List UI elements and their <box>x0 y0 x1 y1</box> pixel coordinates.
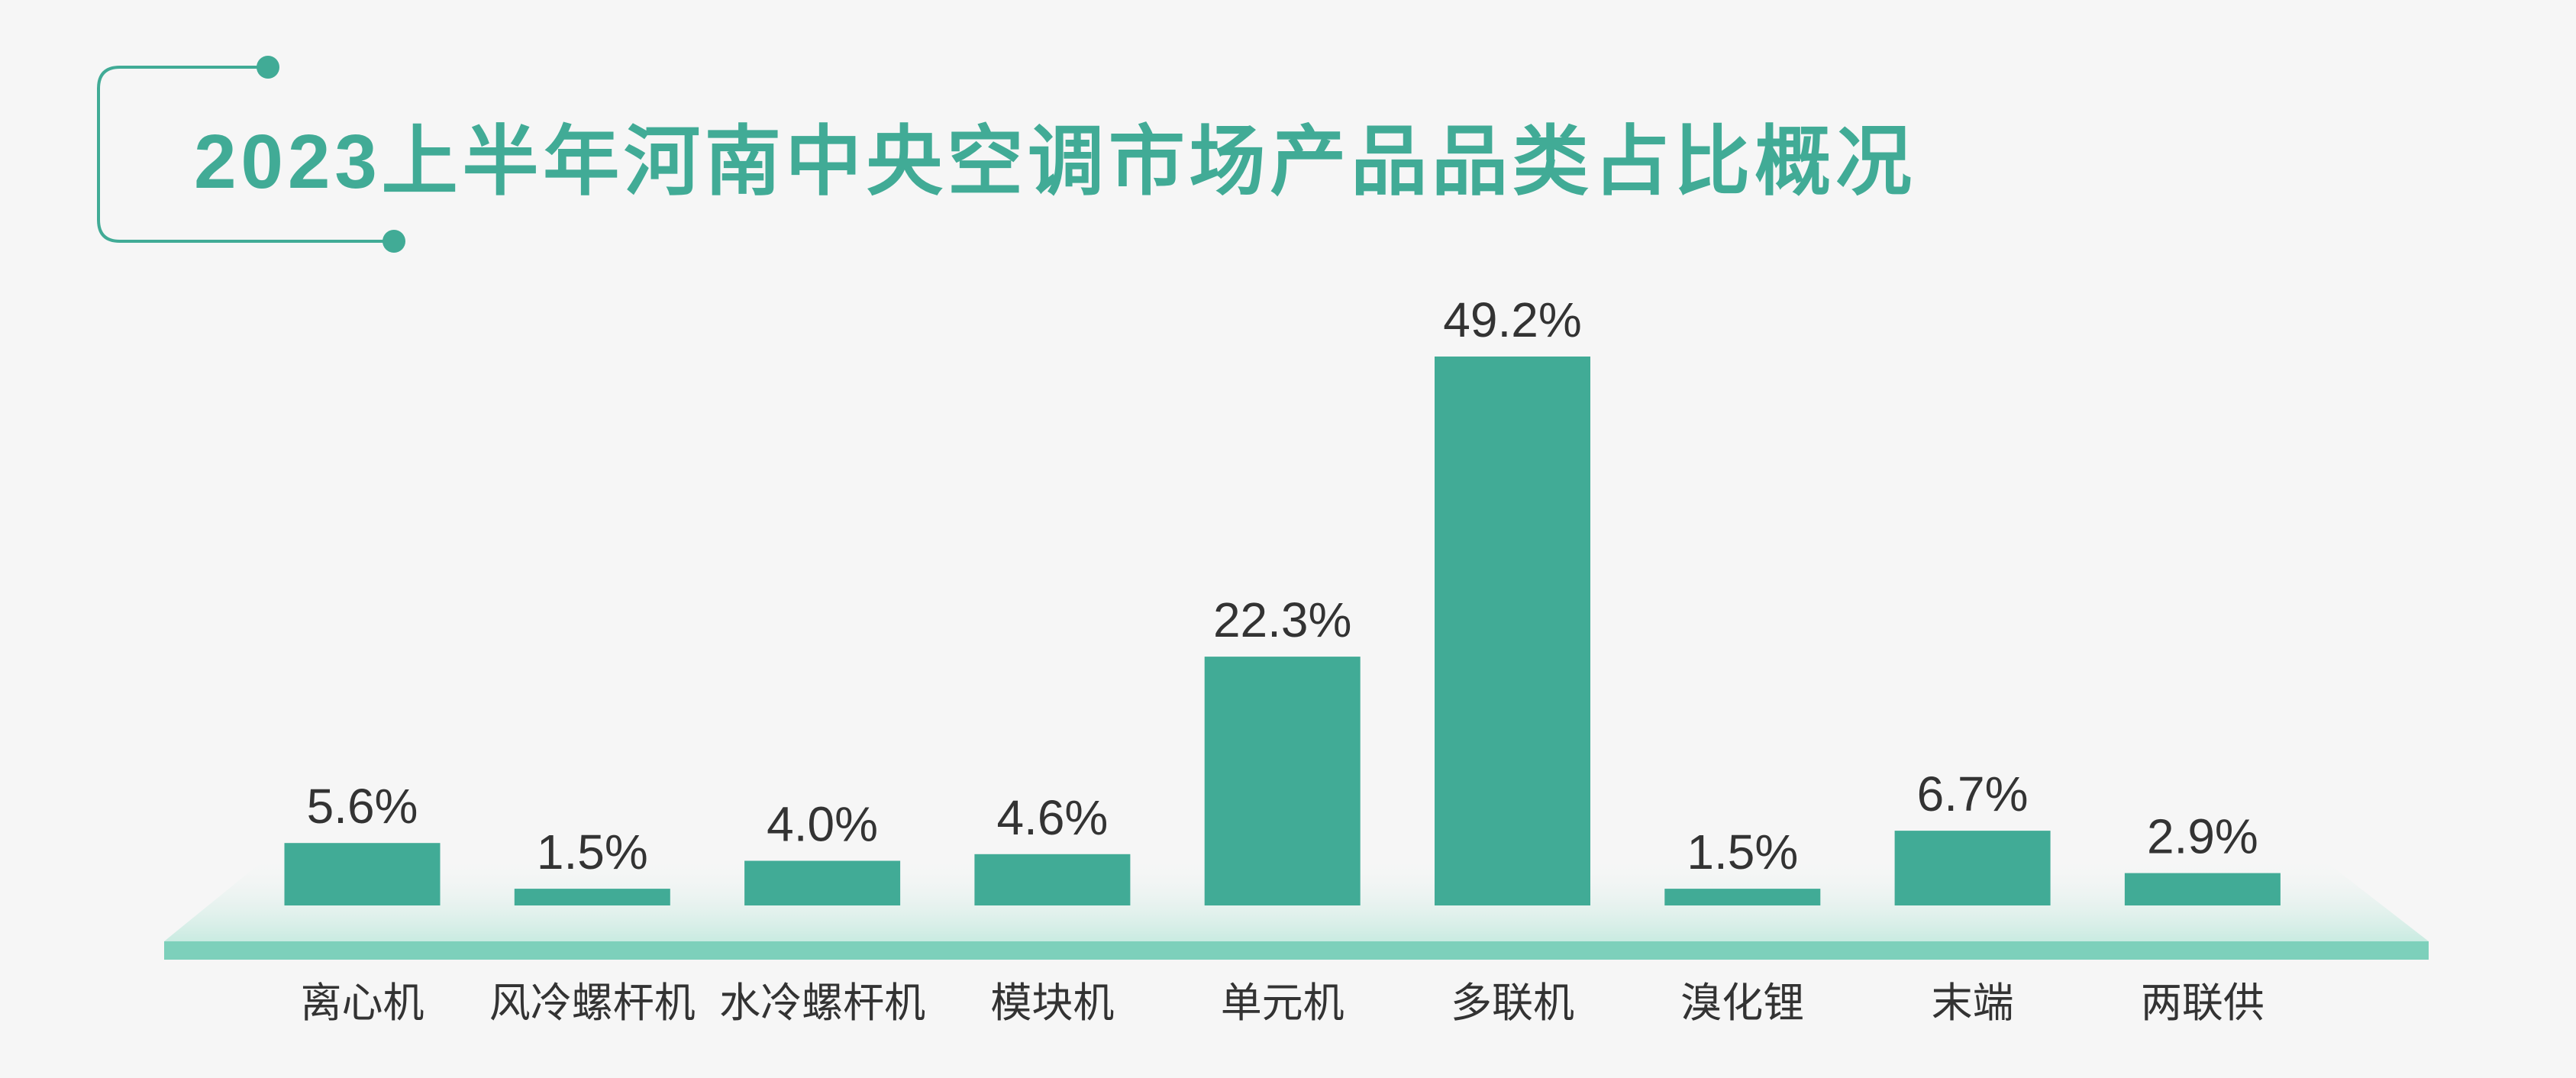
category-tick-label: 离心机 <box>301 980 424 1026</box>
bar <box>1204 657 1361 905</box>
bar-value-label: 5.6% <box>307 779 418 834</box>
category-tick-label: 两联供 <box>2141 980 2264 1026</box>
bar-value-label: 4.0% <box>767 797 878 852</box>
bar-value-label: 22.3% <box>1213 592 1351 647</box>
category-tick-label: 风冷螺杆机 <box>489 980 696 1026</box>
bar-value-label: 6.7% <box>1917 767 2029 821</box>
bar-value-label: 49.2% <box>1443 292 1581 347</box>
category-tick-label: 单元机 <box>1221 980 1344 1026</box>
bar <box>2124 873 2281 905</box>
bar <box>744 860 901 905</box>
title-bracket-decoration <box>97 56 405 253</box>
title-bracket-dot-bottom <box>383 230 405 253</box>
bar <box>1894 831 2051 905</box>
title-bracket-dot-top <box>257 56 279 79</box>
bar-value-label: 2.9% <box>2147 809 2258 864</box>
bar-value-label: 1.5% <box>537 825 648 880</box>
bar <box>284 843 441 905</box>
bar <box>1435 357 1590 905</box>
category-tick-label: 模块机 <box>990 980 1114 1026</box>
bar <box>514 889 670 905</box>
bars-group <box>284 357 2281 905</box>
category-tick-label: 水冷螺杆机 <box>719 980 925 1026</box>
category-tick-label: 溴化锂 <box>1680 980 1804 1026</box>
category-tick-label: 末端 <box>1932 980 2014 1026</box>
bar-value-label: 4.6% <box>996 790 1108 845</box>
chart-title: 2023上半年河南中央空调市场产品品类占比概况 <box>194 119 1912 205</box>
title-bracket-line <box>97 66 394 243</box>
bar-value-label: 1.5% <box>1687 825 1798 880</box>
category-tick-label: 多联机 <box>1451 980 1574 1026</box>
value-labels-group: 5.6% 1.5% 4.0% 4.6% 22.3% 49.2% 1.5% 6.7% 2.9% <box>307 292 2258 880</box>
category-labels-group: 离心机 风冷螺杆机 水冷螺杆机 模块机 单元机 多联机 溴化锂 末端 两联供 <box>301 980 2264 1026</box>
bar <box>974 854 1131 905</box>
bar <box>1664 889 1821 905</box>
bar-platform-strip <box>164 941 2429 960</box>
